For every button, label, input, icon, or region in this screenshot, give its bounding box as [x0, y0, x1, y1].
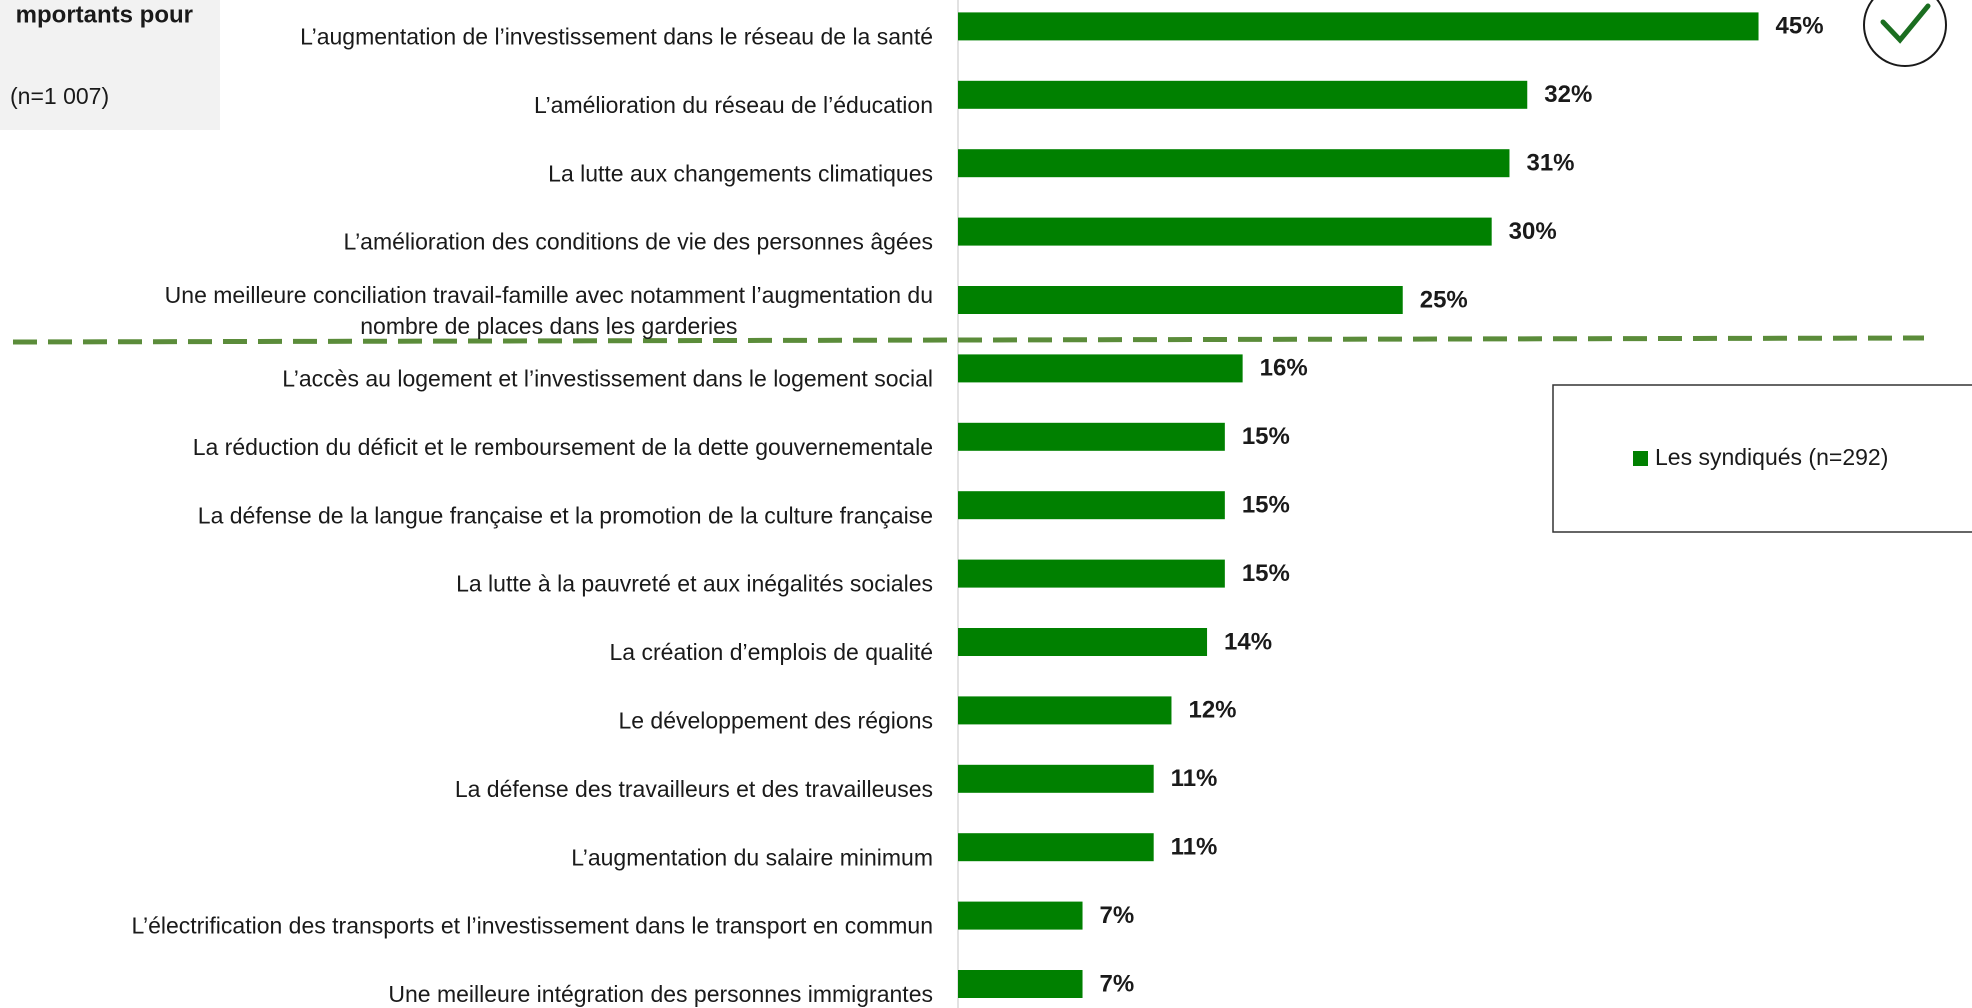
bar — [958, 491, 1225, 520]
bar — [958, 286, 1403, 314]
header-title: mportants pour — [16, 1, 193, 28]
category-label: La lutte à la pauvreté et aux inégalités… — [456, 571, 933, 597]
bar — [958, 12, 1759, 41]
category-label: L’augmentation de l’investissement dans … — [300, 23, 933, 49]
value-label: 31% — [1526, 150, 1574, 177]
category-label: L’augmentation du salaire minimum — [571, 844, 933, 870]
category-label: La défense de la langue française et la … — [198, 502, 933, 528]
bar — [958, 559, 1225, 588]
value-label: 32% — [1544, 81, 1592, 108]
value-label: 12% — [1188, 697, 1236, 724]
bar — [958, 217, 1492, 246]
category-label: L’amélioration du réseau de l’éducation — [534, 92, 933, 118]
category-label: Une meilleure intégration des personnes … — [388, 981, 933, 1007]
value-label: 45% — [1776, 13, 1824, 40]
legend-swatch — [1633, 451, 1648, 466]
bar — [958, 422, 1225, 451]
category-label: La réduction du déficit et le remboursem… — [193, 434, 933, 460]
value-label: 7% — [1100, 902, 1135, 929]
value-label: 11% — [1171, 834, 1218, 861]
bar — [958, 628, 1208, 656]
value-label: 15% — [1242, 423, 1290, 450]
bar — [958, 970, 1083, 998]
bar — [958, 901, 1083, 930]
category-label: La défense des travailleurs et des trava… — [455, 776, 933, 802]
check-icon — [1880, 3, 1931, 44]
value-label: 15% — [1242, 492, 1290, 519]
value-label: 25% — [1420, 286, 1468, 313]
header-box — [0, 0, 220, 130]
bar — [958, 80, 1528, 109]
value-label: 11% — [1171, 765, 1218, 792]
value-label: 16% — [1260, 355, 1308, 382]
bar — [958, 833, 1154, 862]
value-label: 15% — [1242, 560, 1290, 587]
category-label: La création d’emplois de qualité — [610, 639, 933, 665]
category-label: L’amélioration des conditions de vie des… — [344, 229, 933, 255]
legend-label: Les syndiqués (n=292) — [1655, 444, 1888, 470]
header-sample: (n=1 007) — [10, 83, 109, 109]
category-label: L’accès au logement et l’investissement … — [282, 365, 933, 391]
category-label: Une meilleure conciliation travail-famil… — [165, 282, 933, 339]
category-label: La lutte aux changements climatiques — [548, 160, 933, 186]
check-circle — [1863, 0, 1947, 67]
legend-box — [1552, 384, 1972, 533]
category-label: L’électrification des transports et l’in… — [131, 913, 933, 939]
bar — [958, 764, 1154, 793]
value-label: 14% — [1224, 628, 1272, 655]
bar — [958, 696, 1172, 725]
divider — [12, 335, 1925, 345]
bar — [958, 149, 1510, 178]
bar — [958, 354, 1243, 383]
category-label: Le développement des régions — [618, 707, 933, 733]
value-label: 7% — [1100, 970, 1135, 997]
value-label: 30% — [1509, 218, 1557, 245]
